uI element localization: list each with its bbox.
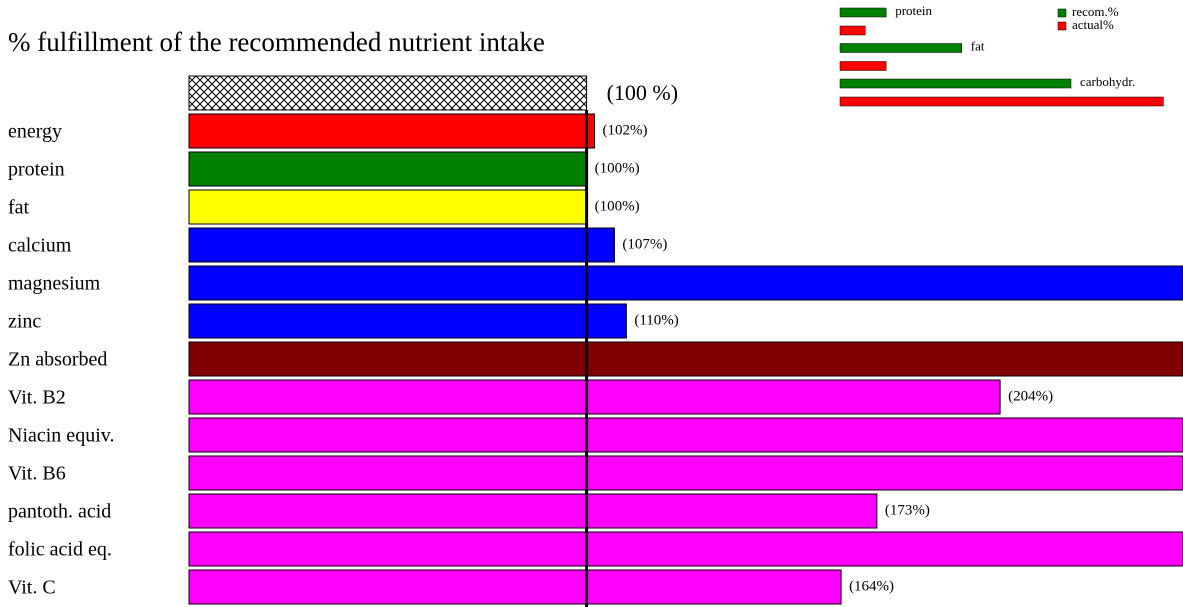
bar <box>188 151 588 187</box>
category-label: pantoth. acid <box>8 501 111 523</box>
value-label: (164%) <box>849 578 894 594</box>
category-label: magnesium <box>8 273 101 295</box>
bar <box>188 493 878 529</box>
legend-category: carbohydr. <box>1080 74 1135 89</box>
category-label: Vit. B2 <box>8 387 66 409</box>
value-label: (102%) <box>603 122 648 138</box>
legend-bar <box>839 25 866 36</box>
chart-title: % fulfillment of the recommended nutrien… <box>8 27 545 57</box>
category-label: energy <box>8 121 62 143</box>
bar <box>188 417 1183 453</box>
reference-label: (100 %) <box>607 80 678 105</box>
bar <box>188 455 1183 491</box>
legend-category: protein <box>895 3 932 18</box>
bar <box>188 341 1183 377</box>
category-label: fat <box>8 197 30 219</box>
category-label: Vit. C <box>8 577 56 599</box>
legend-label: actual% <box>1072 17 1114 32</box>
bar <box>188 227 615 263</box>
legend-bar <box>839 78 1072 89</box>
bar <box>188 569 842 605</box>
bar <box>188 189 588 225</box>
legend-bar <box>839 96 1164 107</box>
category-label: Niacin equiv. <box>8 425 114 447</box>
value-label: (173%) <box>885 502 930 518</box>
legend-bar <box>839 61 887 71</box>
value-label: (204%) <box>1008 388 1053 404</box>
bar <box>188 113 596 149</box>
value-label: (110%) <box>634 312 678 328</box>
bar <box>188 531 1183 567</box>
category-label: Zn absorbed <box>8 349 107 371</box>
legend-bar <box>839 7 887 18</box>
category-label: zinc <box>8 311 41 333</box>
legend-label: recom.% <box>1072 4 1119 19</box>
category-label: calcium <box>8 235 72 257</box>
category-label: protein <box>8 159 65 181</box>
bar <box>188 303 627 339</box>
legend-swatch <box>1057 8 1067 18</box>
legend-swatch <box>1057 21 1067 31</box>
legend-category: fat <box>971 38 985 53</box>
category-label: Vit. B6 <box>8 463 66 485</box>
bar <box>188 265 1183 301</box>
value-label: (100%) <box>595 198 640 214</box>
bar <box>188 379 1001 415</box>
legend-bar <box>839 43 963 53</box>
value-label: (100%) <box>595 160 640 176</box>
category-label: folic acid eq. <box>8 539 112 561</box>
value-label: (107%) <box>622 236 667 252</box>
reference-bar <box>188 75 588 111</box>
